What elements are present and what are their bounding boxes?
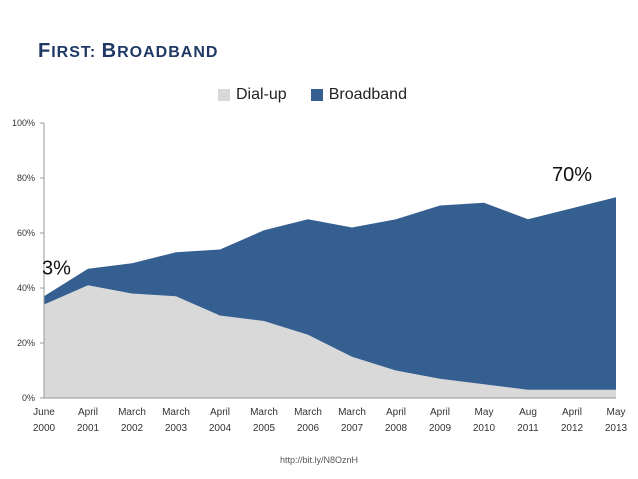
y-tick-label: 60% bbox=[17, 228, 35, 238]
legend-swatch-broadband bbox=[310, 89, 323, 101]
x-tick-label-year: 2010 bbox=[473, 423, 496, 434]
x-tick-label-year: 2006 bbox=[297, 423, 320, 434]
x-tick-label-year: 2008 bbox=[385, 423, 408, 434]
area-dial-up bbox=[44, 285, 616, 398]
data-point-broadband bbox=[308, 219, 309, 220]
x-tick-label-year: 2005 bbox=[253, 423, 276, 434]
legend-item-dialup: Dial-up bbox=[218, 86, 287, 104]
data-point-broadband bbox=[572, 208, 573, 209]
x-tick-label-year: 2011 bbox=[517, 423, 539, 434]
x-tick-label: June bbox=[33, 407, 55, 418]
x-tick-label: April bbox=[386, 407, 406, 418]
data-point-dial-up bbox=[176, 296, 177, 297]
data-point-broadband bbox=[440, 205, 441, 206]
x-tick-label: April bbox=[78, 407, 98, 418]
legend-label-dialup: Dial-up bbox=[236, 86, 287, 103]
annotation-label: 70% bbox=[552, 164, 592, 186]
data-point-broadband bbox=[396, 219, 397, 220]
data-point-dial-up bbox=[396, 370, 397, 371]
legend-swatch-dialup bbox=[218, 89, 230, 101]
data-point-dial-up bbox=[572, 389, 573, 390]
annotation-label: 3% bbox=[42, 257, 71, 279]
x-tick-label-year: 2003 bbox=[165, 423, 188, 434]
data-point-dial-up bbox=[440, 378, 441, 379]
data-point-broadband bbox=[616, 197, 617, 198]
data-point-dial-up bbox=[352, 356, 353, 357]
data-point-dial-up bbox=[132, 293, 133, 294]
y-tick-label: 40% bbox=[17, 283, 35, 293]
source-url: http://bit.ly/N8OznH bbox=[279, 455, 359, 465]
x-tick-label: March bbox=[338, 407, 366, 418]
x-tick-label: May bbox=[607, 407, 626, 418]
x-tick-label: March bbox=[162, 407, 190, 418]
x-tick-label-year: 2012 bbox=[561, 423, 584, 434]
data-point-broadband bbox=[88, 268, 89, 269]
legend-item-broadband: Broadband bbox=[310, 86, 407, 104]
data-point-broadband bbox=[484, 202, 485, 203]
y-tick-label: 20% bbox=[17, 338, 35, 348]
x-tick-label-year: 2001 bbox=[77, 423, 100, 434]
data-point-dial-up bbox=[528, 389, 529, 390]
x-tick-label: April bbox=[430, 407, 450, 418]
data-point-broadband bbox=[528, 219, 529, 220]
x-tick-label-year: 2009 bbox=[429, 423, 452, 434]
x-tick-label-year: 2002 bbox=[121, 423, 144, 434]
x-tick-label-year: 2013 bbox=[605, 423, 628, 434]
legend-label-broadband: Broadband bbox=[328, 86, 407, 103]
x-tick-label: Aug bbox=[519, 407, 537, 418]
x-tick-label: April bbox=[562, 407, 582, 418]
x-tick-label-year: 2004 bbox=[209, 423, 232, 434]
data-point-dial-up bbox=[220, 315, 221, 316]
chart-title: FIRST: BROADBAND bbox=[38, 40, 219, 62]
y-tick-label: 0% bbox=[22, 393, 35, 403]
x-tick-label-year: 2000 bbox=[33, 423, 56, 434]
data-point-broadband bbox=[132, 263, 133, 264]
x-tick-label: May bbox=[475, 407, 494, 418]
data-point-broadband bbox=[220, 249, 221, 250]
data-point-broadband bbox=[176, 252, 177, 253]
data-point-dial-up bbox=[308, 334, 309, 335]
data-point-broadband bbox=[352, 227, 353, 228]
x-tick-label: March bbox=[294, 407, 322, 418]
y-tick-label: 100% bbox=[12, 118, 35, 128]
x-tick-label: April bbox=[210, 407, 230, 418]
x-tick-label: March bbox=[118, 407, 146, 418]
data-point-broadband bbox=[264, 230, 265, 231]
data-point-dial-up bbox=[616, 389, 617, 390]
data-point-dial-up bbox=[88, 285, 89, 286]
x-tick-label-year: 2007 bbox=[341, 423, 364, 434]
y-tick-label: 80% bbox=[17, 173, 35, 183]
legend: Dial-up Broadband bbox=[218, 86, 431, 104]
data-point-dial-up bbox=[264, 321, 265, 322]
x-tick-label: March bbox=[250, 407, 278, 418]
data-point-dial-up bbox=[484, 384, 485, 385]
